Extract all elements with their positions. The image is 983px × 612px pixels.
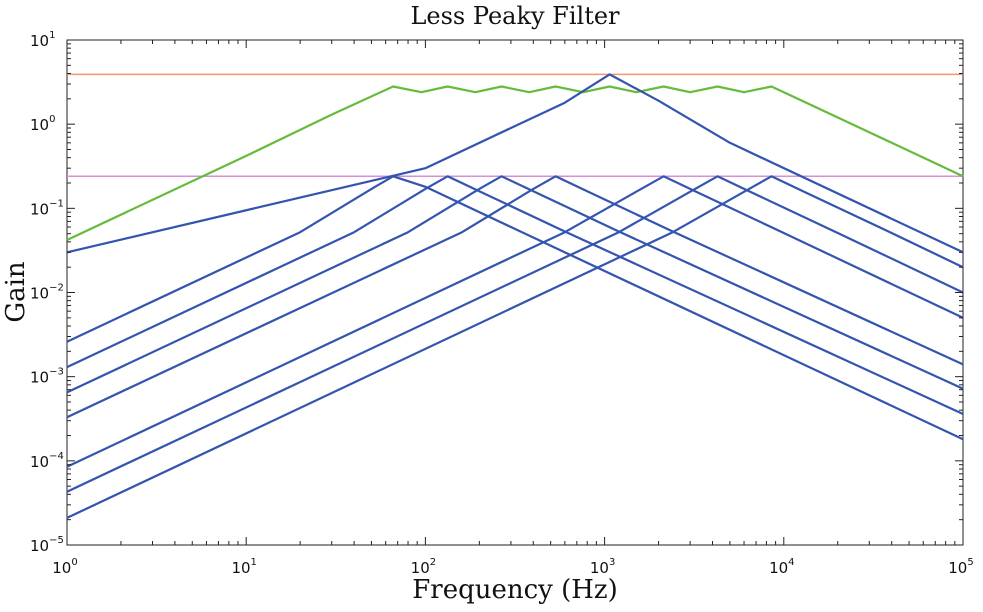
sum-line-2 [66, 85, 964, 241]
bandpass-line-8 [66, 175, 964, 468]
bandpass-line-7 [66, 73, 964, 254]
x-tick-label: 100 [52, 557, 77, 577]
y-tick-label: 10−3 [30, 367, 64, 387]
bandpass-line-10 [66, 175, 964, 519]
y-tick-label: 10−1 [30, 198, 64, 218]
y-tick-label: 100 [30, 114, 55, 134]
bandpass-line-9 [66, 175, 964, 493]
y-tick-label: 10−2 [30, 283, 64, 303]
x-tick-label: 104 [769, 557, 794, 577]
x-tick-label: 103 [590, 557, 615, 577]
x-axis-label: Frequency (Hz) [412, 575, 618, 605]
bandpass-line-6 [66, 175, 964, 419]
bandpass-line-4 [66, 175, 964, 415]
x-tick-label: 105 [948, 557, 973, 577]
series-layer [66, 73, 964, 519]
chart-title: Less Peaky Filter [410, 2, 620, 30]
y-axis-label: Gain [1, 261, 31, 323]
y-tick-label: 10−4 [30, 451, 64, 471]
x-tick-label: 101 [231, 557, 256, 577]
plot-frame [66, 39, 964, 546]
x-tick-label: 102 [411, 557, 436, 577]
y-tick-label: 10−5 [30, 535, 64, 555]
y-tick-label: 101 [30, 30, 55, 50]
